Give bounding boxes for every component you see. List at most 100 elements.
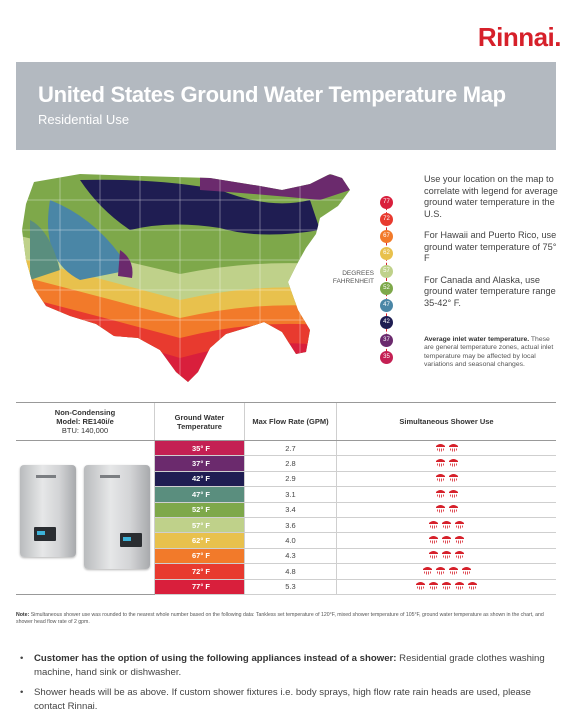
shower-icon <box>428 520 439 531</box>
flow-cell: 5.3 <box>244 579 337 595</box>
table-row: 57° F 3.6 <box>16 517 556 534</box>
table-footnote: Note: Simultaneous shower use was rounde… <box>16 612 544 625</box>
flow-cell: 2.8 <box>244 455 337 472</box>
page-title: United States Ground Water Temperature M… <box>38 82 506 107</box>
legend-dot-42: 42 <box>380 316 393 329</box>
temp-cell: 77° F <box>154 579 245 595</box>
legend-unit-label: DEGREES FAHRENHEIT <box>332 270 374 285</box>
temp-cell: 42° F <box>154 471 245 488</box>
legend-dot-72: 72 <box>380 213 393 226</box>
table-row: 77° F 5.3 <box>16 579 556 595</box>
shower-cell <box>336 548 556 565</box>
legend-dot-47: 47 <box>380 299 393 312</box>
shower-icon <box>422 566 433 577</box>
legend-dot-67: 67 <box>380 230 393 243</box>
shower-cell <box>336 517 556 534</box>
title-banner: United States Ground Water Temperature M… <box>16 62 556 150</box>
table-row: 37° F 2.8 <box>16 455 556 472</box>
shower-cell <box>336 563 556 580</box>
shower-icon <box>435 504 446 515</box>
temp-cell: 52° F <box>154 502 245 518</box>
legend-dot-37: 37 <box>380 334 393 347</box>
flow-cell: 4.0 <box>244 532 337 549</box>
flow-header: Max Flow Rate (GPM) <box>244 402 337 441</box>
inlet-temp-note: Average inlet water temperature. These a… <box>424 336 554 369</box>
legend-dot-77: 77 <box>380 196 393 209</box>
shower-cell <box>336 455 556 472</box>
shower-cell <box>336 471 556 488</box>
flow-cell: 3.4 <box>244 502 337 518</box>
shower-cell <box>336 440 556 457</box>
shower-icon <box>435 489 446 500</box>
page-subtitle: Residential Use <box>38 112 130 127</box>
heater-product-image <box>16 440 155 595</box>
shower-icon <box>448 489 459 500</box>
table-row: 62° F 4.0 <box>16 532 556 549</box>
shower-cell <box>336 532 556 549</box>
temp-cell: 37° F <box>154 455 245 472</box>
flow-cell: 3.6 <box>244 517 337 534</box>
legend-dot-52: 52 <box>380 282 393 295</box>
shower-icon <box>448 566 459 577</box>
shower-icon <box>441 520 452 531</box>
bullet-appliances: Customer has the option of using the fol… <box>20 652 560 680</box>
shower-icon <box>461 566 472 577</box>
shower-icon <box>454 535 465 546</box>
shower-icon <box>441 581 452 592</box>
heater-front-unit <box>20 465 76 558</box>
temp-cell: 35° F <box>154 440 245 457</box>
flow-cell: 2.7 <box>244 440 337 457</box>
map-instructions: Use your location on the map to correlat… <box>424 174 564 319</box>
shower-icon <box>435 566 446 577</box>
shower-icon <box>428 581 439 592</box>
us-map-image <box>22 174 350 382</box>
legend-dot-62: 62 <box>380 247 393 260</box>
us-ground-water-map <box>20 160 380 395</box>
appliance-bullets: Customer has the option of using the fol… <box>20 652 560 720</box>
instruction-location: Use your location on the map to correlat… <box>424 174 558 219</box>
table-row: 42° F 2.9 <box>16 471 556 488</box>
legend-dot-35: 35 <box>380 351 393 364</box>
temp-cell: 72° F <box>154 563 245 580</box>
temp-cell: 57° F <box>154 517 245 534</box>
model-header: Non-Condensing Model: RE140i/e BTU: 140,… <box>16 402 155 441</box>
shower-icon <box>441 535 452 546</box>
table-row: 72° F 4.8 <box>16 563 556 580</box>
table-row: 47° F 3.1 <box>16 486 556 503</box>
flow-cell: 4.3 <box>244 548 337 565</box>
table-row: 52° F 3.4 <box>16 502 556 518</box>
heater-angled-unit <box>84 465 150 570</box>
bullet-shower-heads: Shower heads will be as above. If custom… <box>20 686 560 714</box>
flow-cell: 4.8 <box>244 563 337 580</box>
shower-icon <box>454 581 465 592</box>
shower-icon <box>428 535 439 546</box>
shower-icon <box>435 458 446 469</box>
shower-icon <box>454 550 465 561</box>
rinnai-logo: Rinnai. <box>477 22 562 52</box>
flow-cell: 3.1 <box>244 486 337 503</box>
shower-icon <box>467 581 478 592</box>
table-row: 67° F 4.3 <box>16 548 556 565</box>
shower-icon <box>448 504 459 515</box>
temp-cell: 67° F <box>154 548 245 565</box>
instruction-hawaii: For Hawaii and Puerto Rico, use ground w… <box>424 230 557 263</box>
shower-icon <box>415 581 426 592</box>
shower-cell <box>336 502 556 518</box>
temp-header: Ground Water Temperature <box>154 402 245 441</box>
shower-cell <box>336 486 556 503</box>
shower-header: Simultaneous Shower Use <box>336 402 556 441</box>
shower-cell <box>336 579 556 595</box>
flow-cell: 2.9 <box>244 471 337 488</box>
shower-icon <box>448 458 459 469</box>
shower-icon <box>448 443 459 454</box>
shower-icon <box>448 473 459 484</box>
shower-icon <box>454 520 465 531</box>
legend-dot-57: 57 <box>380 265 393 278</box>
table-row: 35° F 2.7 <box>16 440 556 595</box>
temp-cell: 62° F <box>154 532 245 549</box>
shower-icon <box>428 550 439 561</box>
shower-icon <box>435 443 446 454</box>
shower-icon <box>441 550 452 561</box>
instruction-canada: For Canada and Alaska, use ground water … <box>424 274 556 308</box>
temp-cell: 47° F <box>154 486 245 503</box>
